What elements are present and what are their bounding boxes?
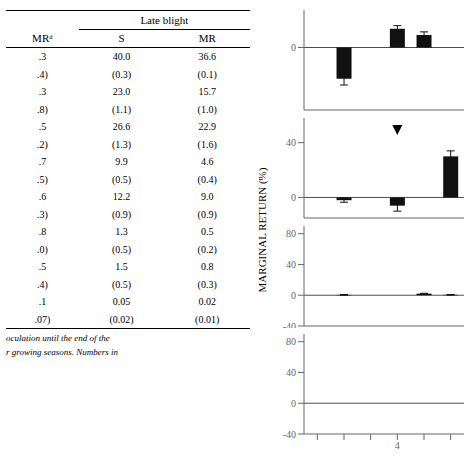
html-text:4.6: 4.6	[200, 156, 214, 168]
html-text:.1: .1	[38, 296, 47, 308]
svg-text:40: 40	[286, 259, 296, 270]
html-text:12.2: 12.2	[112, 191, 131, 203]
svg-text:4: 4	[395, 440, 400, 451]
html-text:.6: .6	[38, 191, 47, 203]
svg-text:-40: -40	[283, 321, 296, 328]
html-text:(0.02): (0.02)	[109, 313, 134, 325]
html-text:.4): .4)	[37, 278, 48, 290]
html-text:.3: .3	[38, 51, 47, 63]
html-text:(0.5): (0.5)	[112, 243, 132, 255]
html-text:40.0: 40.0	[112, 51, 131, 63]
svg-text:80: 80	[286, 336, 296, 347]
html-text:26.6: 26.6	[112, 121, 131, 133]
svg-text:80: 80	[286, 228, 296, 239]
html-text:(1.3): (1.3)	[112, 138, 132, 150]
html-text:0.05: 0.05	[112, 296, 131, 308]
html-text:(0.5): (0.5)	[112, 278, 132, 290]
html-text:S: S	[118, 32, 125, 45]
html-text:.3: .3	[38, 86, 47, 98]
html-text:.4): .4)	[37, 68, 48, 80]
svg-text:40: 40	[286, 137, 296, 148]
html-text:9.9: 9.9	[115, 156, 128, 168]
html-text:oculation until the end of the: oculation until the end of the	[6, 333, 110, 343]
svg-text:40: 40	[286, 367, 296, 378]
html-text:.5: .5	[38, 261, 47, 273]
html-text:23.0: 23.0	[112, 86, 131, 98]
html-text:(0.9): (0.9)	[197, 208, 217, 220]
html-text:(0.5): (0.5)	[112, 173, 132, 185]
html-text:.3): .3)	[37, 208, 48, 220]
svg-text:0: 0	[291, 398, 296, 409]
html-text:.0): .0)	[37, 243, 48, 255]
html-text:(0.3): (0.3)	[112, 68, 132, 80]
html-text:.8: .8	[38, 226, 47, 238]
html-text:.5: .5	[38, 121, 47, 133]
html-text:MARGINAL RETURN (%): MARGINAL RETURN (%)	[256, 167, 268, 293]
html-text:(0.01): (0.01)	[195, 313, 220, 325]
html-text:9.0: 9.0	[200, 191, 214, 203]
html-text:.2): .2)	[37, 138, 48, 150]
html-text:(0.9): (0.9)	[112, 208, 132, 220]
svg-text:-40: -40	[283, 429, 296, 440]
svg-text:0: 0	[291, 192, 296, 203]
html-text:15.7: 15.7	[198, 86, 216, 98]
html-text:.8): .8)	[37, 103, 48, 115]
html-text:0.02: 0.02	[198, 296, 216, 308]
html-text:r growing seasons. Numbers in: r growing seasons. Numbers in	[6, 347, 118, 357]
html-text:(1.1): (1.1)	[112, 103, 132, 115]
html-text:(0.3): (0.3)	[197, 278, 217, 290]
html-text:(1.0): (1.0)	[197, 103, 217, 115]
html-text:36.6: 36.6	[198, 51, 216, 63]
html-text:(1.6): (1.6)	[197, 138, 217, 150]
html-text:.7: .7	[38, 156, 47, 168]
html-text:(0.4): (0.4)	[197, 173, 217, 185]
html-text:MR: MR	[198, 32, 216, 45]
html-text:MRᵈ: MRᵈ	[32, 32, 53, 44]
html-text:22.9: 22.9	[198, 121, 216, 133]
html-text:0.5: 0.5	[200, 226, 214, 238]
html-text:Late blight: Late blight	[140, 13, 189, 26]
html-text:(0.1): (0.1)	[197, 68, 217, 80]
html-text:1.3: 1.3	[115, 226, 128, 238]
html-text:.07): .07)	[34, 313, 51, 325]
html-text:0.8: 0.8	[200, 261, 214, 273]
html-text:.5): .5)	[37, 173, 48, 185]
html-text:1.5: 1.5	[115, 261, 128, 273]
html-text:(0.2): (0.2)	[197, 243, 217, 255]
svg-text:0: 0	[291, 42, 296, 53]
svg-text:0: 0	[291, 290, 296, 301]
